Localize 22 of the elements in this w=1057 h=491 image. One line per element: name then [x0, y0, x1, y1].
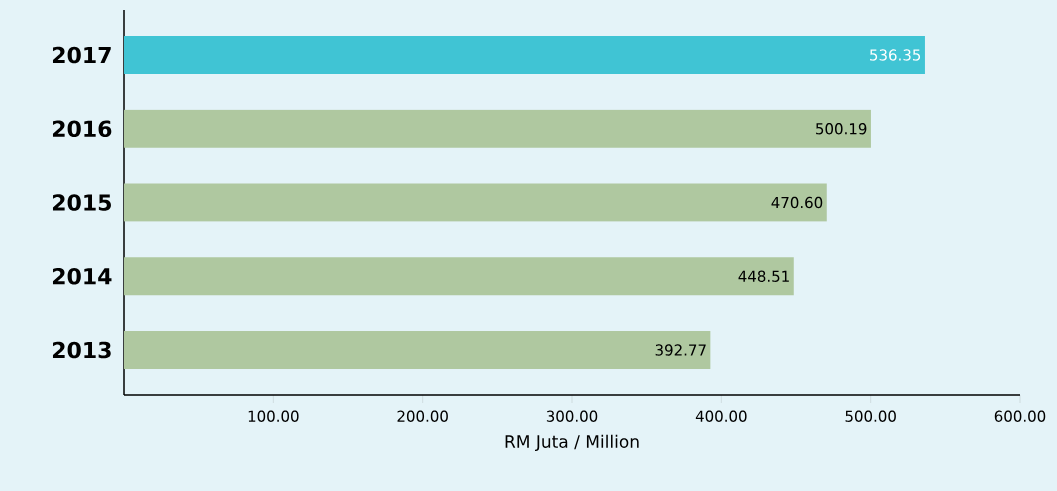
y-tick-label: 2017 [52, 46, 111, 64]
x-tick-label: 300.00 [546, 410, 598, 422]
y-tick-label: 2016 [52, 120, 112, 138]
bar [124, 35, 925, 74]
x-tick-label: 400.00 [695, 410, 747, 422]
data-label: 448.51 [738, 270, 789, 282]
data-label: 536.35 [870, 49, 921, 61]
bar [124, 331, 711, 370]
y-tick-label: 2013 [52, 341, 111, 359]
data-label: 500.19 [816, 123, 867, 135]
bar [124, 109, 871, 148]
y-tick-label: 2014 [52, 267, 112, 285]
x-tick-label: 100.00 [248, 410, 299, 422]
bar [124, 183, 827, 222]
x-tick-label: 200.00 [397, 410, 448, 422]
x-tick-label: 600.00 [994, 410, 1046, 422]
data-label: 392.77 [655, 344, 706, 356]
x-axis-title: RM Juta / Million [505, 434, 639, 452]
y-tick-label: 2015 [52, 194, 111, 211]
data-label: 470.60 [771, 196, 823, 209]
x-tick-label: 500.00 [845, 410, 896, 422]
bar [124, 257, 794, 296]
